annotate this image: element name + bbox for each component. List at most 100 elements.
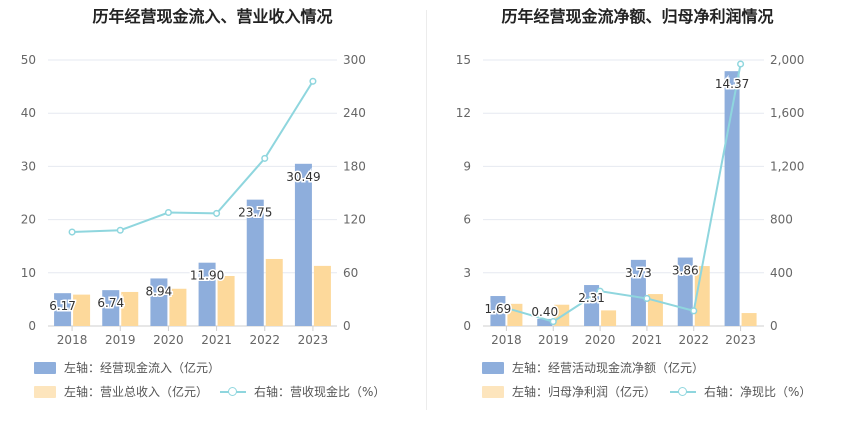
- right-axis-tick-label: 0: [770, 319, 778, 333]
- bar-data-label: 14.37: [715, 77, 749, 91]
- bar-data-label: 0.40: [531, 305, 558, 319]
- line-point: [737, 60, 745, 68]
- line-point: [68, 228, 76, 236]
- legend-label: 左轴：经营现金流入（亿元）: [64, 361, 221, 375]
- legend-item-bar-series-1[interactable]: 左轴：经营现金流入（亿元）: [34, 359, 220, 376]
- right-axis-tick-label: 240: [343, 106, 366, 120]
- x-axis-tick-label: 2019: [105, 333, 136, 347]
- x-axis-tick-label: 2020: [585, 333, 616, 347]
- chart-panel-cashflow-revenue: 历年经营现金流入、营业收入情况 0 0 10 60 20 120 30 180 40 240 50 3…: [21, 7, 386, 400]
- x-axis-tick-label: 2019: [538, 333, 569, 347]
- left-axis-tick-label: 0: [463, 319, 471, 333]
- left-axis-tick-label: 15: [456, 53, 471, 67]
- bar-data-label: 3.86: [672, 264, 699, 278]
- left-axis-tick-label: 12: [456, 106, 471, 120]
- right-axis-tick-label: 0: [343, 319, 351, 333]
- left-axis-tick-label: 30: [21, 159, 36, 173]
- bar-data-label: 23.75: [238, 206, 272, 220]
- legend-line-marker: [670, 386, 696, 398]
- legend-line-marker: [220, 386, 246, 398]
- bar-series-1: [198, 262, 216, 326]
- right-axis-tick-label: 180: [343, 159, 366, 173]
- right-axis-tick-label: 60: [343, 266, 358, 280]
- line-point: [596, 287, 604, 295]
- legend-item-bar-series-2[interactable]: 左轴：营业总收入（亿元）: [34, 383, 208, 400]
- bar-data-label: 11.90: [190, 269, 224, 283]
- bar-series-2: [601, 310, 617, 326]
- bar-series-1: [150, 278, 168, 326]
- chart-plot-area: 0 0 3 400 6 800 9 1,200 12 1,600 15 2,000 2018 2019 20…: [456, 53, 805, 347]
- legend-label: 右轴：营收现金比（%）: [254, 385, 386, 399]
- line-point: [643, 294, 651, 303]
- legend-label: 左轴：归母净利润（亿元）: [512, 385, 657, 399]
- chart-panel-netcash-profit: 历年经营现金流净额、归母净利润情况 0 0 3 400 6 800 9 1,200 12 1,60…: [425, 0, 850, 437]
- line-series: [72, 80, 314, 234]
- right-axis-tick-label: 1,200: [770, 159, 804, 173]
- legend-swatch: [34, 361, 56, 374]
- legend-item-bar-series-2[interactable]: 左轴：归母净利润（亿元）: [482, 383, 656, 400]
- bar-data-label: 6.74: [97, 296, 124, 310]
- left-axis-tick-label: 10: [21, 266, 36, 280]
- bar-series-2: [313, 265, 331, 326]
- x-axis-tick-label: 2023: [725, 333, 756, 347]
- bar-series-2: [217, 275, 235, 326]
- bar-series-1: [490, 296, 506, 326]
- bar-series-2: [121, 291, 139, 326]
- legend-label: 左轴：营业总收入（亿元）: [64, 385, 209, 399]
- bar-series-2: [265, 258, 283, 326]
- line-series: [506, 63, 742, 323]
- x-axis-tick-label: 2022: [249, 333, 280, 347]
- line-point: [213, 209, 221, 217]
- bar-series-1: [246, 199, 264, 326]
- legend-item-line-series[interactable]: 右轴：营收现金比（%）: [220, 383, 385, 400]
- bar-series-2: [741, 313, 757, 326]
- bar-series-1: [630, 259, 646, 326]
- line-point: [261, 154, 269, 162]
- left-axis-tick-label: 0: [28, 319, 36, 333]
- line-point: [690, 307, 698, 315]
- bar-data-label: 3.73: [625, 266, 652, 280]
- x-axis-tick-label: 2022: [678, 333, 709, 347]
- line-point: [549, 318, 557, 326]
- legend-label: 右轴：净现比（%）: [704, 385, 812, 399]
- bar-data-label: 6.17: [49, 299, 76, 313]
- x-axis-tick-label: 2018: [491, 333, 522, 347]
- left-axis-tick-label: 20: [21, 213, 36, 227]
- bar-series-1: [724, 71, 740, 326]
- line-point: [502, 304, 510, 312]
- legend-item-line-series[interactable]: 右轴：净现比（%）: [670, 383, 811, 400]
- bar-series-1: [102, 290, 120, 326]
- bar-series-1: [54, 293, 72, 326]
- bar-data-label: 8.94: [146, 284, 173, 298]
- left-axis-tick-label: 50: [21, 53, 36, 67]
- bar-series-2: [169, 288, 187, 326]
- right-axis-tick-label: 120: [343, 213, 366, 227]
- bar-series-1: [294, 163, 312, 326]
- legend-label: 左轴：经营活动现金流净额（亿元）: [512, 361, 705, 375]
- chart-title: 历年经营现金流入、营业收入情况: [92, 7, 333, 26]
- bar-data-label: 1.69: [485, 302, 512, 316]
- right-axis-tick-label: 400: [770, 266, 793, 280]
- legend-swatch: [482, 385, 504, 398]
- right-axis-tick-label: 800: [770, 213, 793, 227]
- x-axis-tick-label: 2023: [298, 333, 329, 347]
- right-axis-tick-label: 2,000: [770, 53, 804, 67]
- bar-data-label: 30.49: [286, 170, 320, 184]
- x-axis-tick-label: 2021: [201, 333, 232, 347]
- left-axis-tick-label: 6: [463, 213, 471, 227]
- left-axis-tick-label: 40: [21, 106, 36, 120]
- left-axis-tick-label: 9: [463, 159, 471, 173]
- x-axis-tick-label: 2018: [57, 333, 88, 347]
- legend-swatch: [482, 361, 504, 374]
- bar-series-1: [537, 318, 553, 326]
- left-axis-tick-label: 3: [463, 266, 471, 280]
- legend-item-bar-series-1[interactable]: 左轴：经营活动现金流净额（亿元）: [482, 359, 704, 376]
- line-point: [116, 226, 124, 234]
- right-axis-tick-label: 300: [343, 53, 366, 67]
- bar-series-2: [73, 294, 91, 326]
- x-axis-tick-label: 2020: [153, 333, 184, 347]
- x-axis-tick-label: 2021: [632, 333, 663, 347]
- panel-divider: [426, 10, 427, 410]
- bar-data-label: 2.31: [578, 291, 605, 305]
- chart-title: 历年经营现金流净额、归母净利润情况: [501, 7, 774, 26]
